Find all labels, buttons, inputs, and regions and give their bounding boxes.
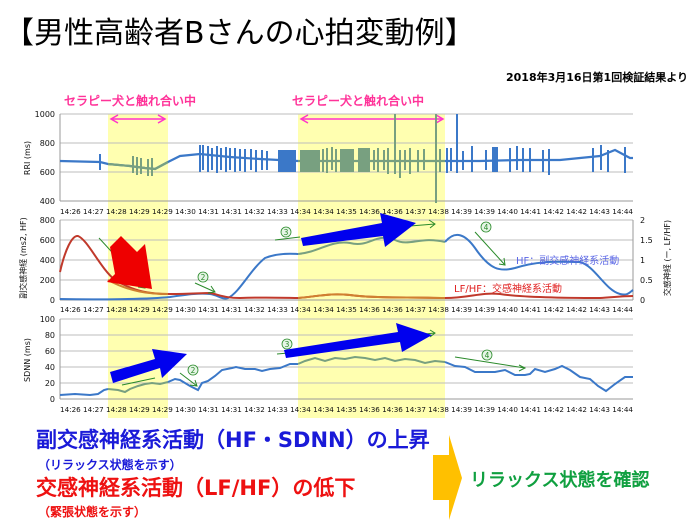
svg-text:0.5: 0.5 <box>640 276 653 285</box>
svg-text:60: 60 <box>45 347 55 356</box>
svg-text:800: 800 <box>40 216 55 225</box>
svg-text:4: 4 <box>485 351 490 360</box>
svg-text:副交感神経 (ms2, HF): 副交感神経 (ms2, HF) <box>18 217 28 299</box>
svg-text:1: 1 <box>640 256 645 265</box>
summary-parasympathetic-note: （リラックス状態を示す） <box>38 458 182 472</box>
session-label-2: セラピー犬と触れ合い中 <box>292 94 425 108</box>
svg-text:80: 80 <box>45 331 55 340</box>
svg-text:14:26 14:27 14:28 14:29 14:29: 14:26 14:27 14:28 14:29 14:29 14:30 14:3… <box>60 305 633 314</box>
svg-text:交感神経 (ー, LF/HF): 交感神経 (ー, LF/HF) <box>662 220 672 296</box>
svg-text:1000: 1000 <box>35 110 55 119</box>
session-arrow-2 <box>299 114 445 124</box>
svg-text:3: 3 <box>285 340 290 349</box>
session-label-1: セラピー犬と触れ合い中 <box>64 94 197 108</box>
svg-text:400: 400 <box>40 256 55 265</box>
svg-text:20: 20 <box>45 379 55 388</box>
summary-sympathetic-note: （緊張状態を示す） <box>38 505 147 519</box>
increase-arrow-blue-3 <box>284 323 432 358</box>
svg-text:0: 0 <box>50 395 55 404</box>
svg-text:600: 600 <box>40 236 55 245</box>
svg-text:800: 800 <box>40 139 55 148</box>
page-title: 【男性高齢者Bさんの心拍変動例】 <box>4 16 475 51</box>
x-axis-labels: 14:26 14:27 14:28 14:29 14:29 14:30 14:3… <box>60 207 633 414</box>
svg-text:14:26 14:27 14:28 14:29 14:29: 14:26 14:27 14:28 14:29 14:29 14:30 14:3… <box>60 405 633 414</box>
source-note: 2018年3月16日第1回検証結果より <box>505 71 688 84</box>
hf-lfhf-chart: 800 600 400 200 0 2 1.5 1 0.5 0 副交感神経 (m… <box>18 213 672 305</box>
svg-text:40: 40 <box>45 363 55 372</box>
session-band-2 <box>298 114 445 418</box>
legend-lfhf: LF/HF：交感神経系活動 <box>454 284 562 295</box>
legend-hf: HF：副交感神経系活動 <box>516 256 620 267</box>
svg-text:600: 600 <box>40 168 55 177</box>
conclusion-arrow <box>433 435 462 520</box>
session-arrow-1 <box>109 114 167 124</box>
svg-text:4: 4 <box>484 223 489 232</box>
svg-text:2: 2 <box>640 216 645 225</box>
svg-text:3: 3 <box>284 228 289 237</box>
svg-text:SDNN (ms): SDNN (ms) <box>23 338 32 382</box>
svg-text:0: 0 <box>50 296 55 305</box>
conclusion-text: リラックス状態を確認 <box>470 470 650 491</box>
svg-text:14:26 14:27 14:28 14:29 14:29: 14:26 14:27 14:28 14:29 14:29 14:30 14:3… <box>60 207 633 216</box>
increase-arrow-blue-1 <box>301 213 416 247</box>
rri-chart: 1000 800 600 400 RRI (ms) <box>23 110 633 206</box>
svg-text:100: 100 <box>40 315 55 324</box>
sdnn-chart: 100 80 60 40 20 0 SDNN (ms) 2 3 4 <box>23 315 633 404</box>
svg-text:1.5: 1.5 <box>640 236 653 245</box>
svg-text:400: 400 <box>40 197 55 206</box>
svg-text:RRI (ms): RRI (ms) <box>23 141 32 175</box>
svg-text:200: 200 <box>40 276 55 285</box>
increase-arrow-blue-2 <box>110 349 187 383</box>
svg-text:2: 2 <box>191 366 196 375</box>
decrease-arrow-red <box>107 236 152 289</box>
svg-text:0: 0 <box>640 296 645 305</box>
summary-sympathetic: 交感神経系活動（LF/HF）の低下 <box>36 476 356 500</box>
svg-text:2: 2 <box>201 273 206 282</box>
summary-parasympathetic: 副交感神経系活動（HF・SDNN）の上昇 <box>36 428 430 452</box>
